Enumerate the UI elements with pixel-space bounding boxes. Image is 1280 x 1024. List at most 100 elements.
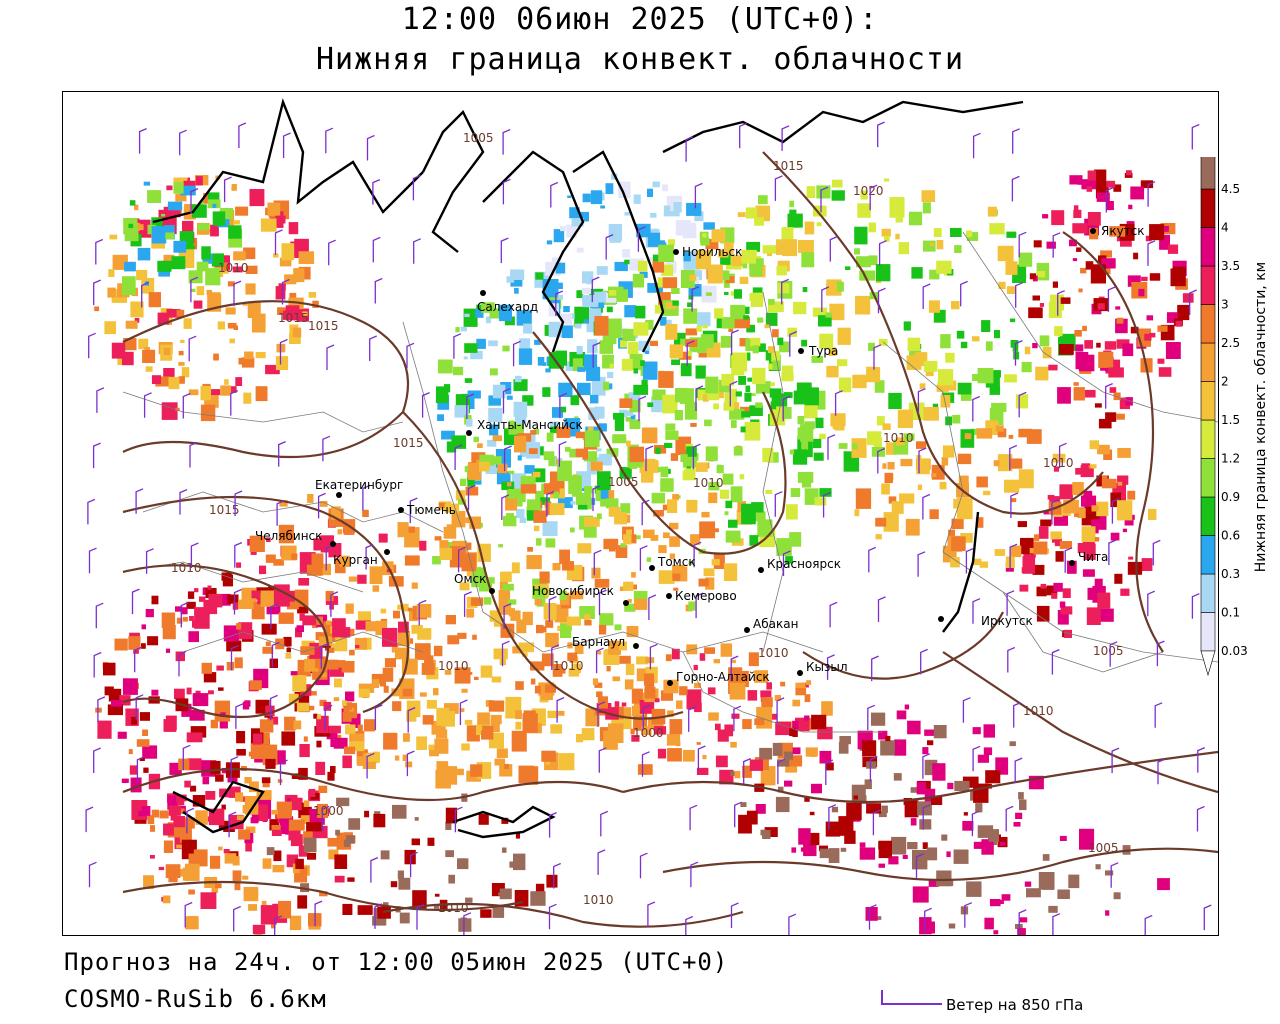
cloud-cell (688, 601, 696, 611)
cloud-cell (825, 312, 832, 318)
cloud-cell (761, 697, 773, 707)
wind-barb (136, 756, 145, 782)
cloud-cell (853, 795, 858, 800)
cloud-cell (1010, 340, 1019, 348)
legend-box (1200, 157, 1216, 190)
cloud-cell (907, 337, 921, 351)
cloud-cell (261, 777, 271, 784)
isobar (942, 651, 1218, 794)
city-label: Абакан (753, 617, 798, 631)
city-label: Барнаул (572, 635, 625, 649)
cloud-cell (490, 719, 500, 733)
wind-barb (467, 484, 476, 511)
cloud-cell (1106, 201, 1114, 211)
cloud-cell (1159, 234, 1170, 250)
cloud-cell (832, 179, 843, 188)
cloud-cell (183, 318, 192, 329)
cloud-cell (238, 622, 253, 640)
cloud-cell (838, 741, 849, 754)
cloud-cell (402, 688, 413, 697)
cloud-cell (665, 423, 676, 431)
cloud-cell (527, 547, 533, 552)
cloud-cell (1124, 172, 1133, 178)
cloud-cell (550, 426, 560, 434)
cloud-cell (173, 816, 185, 828)
cloud-cell (279, 257, 292, 267)
cloud-cell (265, 554, 276, 563)
cloud-cell (372, 585, 380, 592)
cloud-cell (784, 751, 794, 760)
cloud-cell (762, 245, 777, 254)
cloud-cell (819, 488, 832, 497)
cloud-cell (1057, 387, 1071, 404)
cloud-cell (435, 386, 449, 404)
cloud-cell (742, 765, 752, 778)
wind-barb (1006, 590, 1015, 616)
cloud-cell (917, 484, 923, 490)
cloud-cell (657, 277, 667, 288)
cloud-cell (984, 917, 994, 930)
isobar-label: 1015 (209, 503, 240, 517)
cloud-cell (942, 445, 955, 458)
cloud-cell (1157, 358, 1165, 364)
cloud-cell (291, 553, 298, 560)
cloud-cell (791, 847, 797, 853)
cloud-cell (626, 410, 634, 416)
cloud-cell (196, 286, 205, 296)
cloud-cell (792, 720, 799, 729)
wind-barb (457, 546, 466, 573)
cloud-cell (297, 802, 307, 811)
cloud-cell (459, 858, 465, 864)
cloud-cell (212, 211, 226, 226)
cloud-cell (373, 813, 386, 828)
cloud-cell (590, 190, 603, 205)
wind-barb (512, 340, 521, 367)
cloud-cell (643, 529, 655, 539)
cloud-cell (786, 755, 803, 767)
cloud-cell (292, 327, 302, 338)
cloud-cell (493, 648, 508, 660)
cloud-cell (266, 537, 271, 542)
cloud-cell (830, 413, 846, 427)
cloud-cell (265, 364, 280, 375)
cloud-cell (510, 279, 523, 287)
cloud-cell (489, 610, 501, 622)
cloud-cell (1060, 606, 1073, 615)
cloud-cell (711, 559, 720, 566)
wind-barb (820, 186, 829, 213)
cloud-cell (147, 636, 159, 646)
cloud-cell (439, 540, 449, 552)
wind-barb (827, 434, 836, 460)
cloud-cell (590, 394, 599, 404)
cloud-cell (414, 817, 419, 821)
cloud-cell (364, 719, 376, 732)
cloud-cell (768, 713, 778, 720)
cloud-cell (303, 736, 308, 742)
cloud-cell (561, 325, 573, 338)
coastline (172, 780, 265, 834)
cloud-cell (855, 488, 872, 509)
cloud-cell (1018, 428, 1033, 438)
wind-barb (223, 176, 232, 203)
cloud-cell (411, 624, 423, 634)
cloud-cell (240, 796, 248, 802)
cloud-cell (730, 304, 746, 320)
wind-barb (274, 229, 283, 255)
cloud-cell (740, 406, 750, 415)
city-dot (384, 549, 390, 555)
wind-barb (641, 751, 650, 777)
wind-barb (922, 493, 931, 520)
cloud-cell (134, 204, 139, 211)
wind-barb (739, 122, 747, 149)
cloud-cell (772, 329, 779, 338)
cloud-cell (1062, 588, 1071, 598)
cloud-cell (904, 704, 910, 710)
cloud-cell (117, 731, 127, 739)
wind-barb (1152, 539, 1161, 566)
cloud-cell (594, 291, 607, 303)
cloud-cell (391, 688, 403, 697)
cloud-cell (790, 488, 801, 497)
cloud-cell (767, 346, 775, 353)
cloud-cell (158, 268, 170, 277)
cloud-cell (582, 295, 599, 308)
